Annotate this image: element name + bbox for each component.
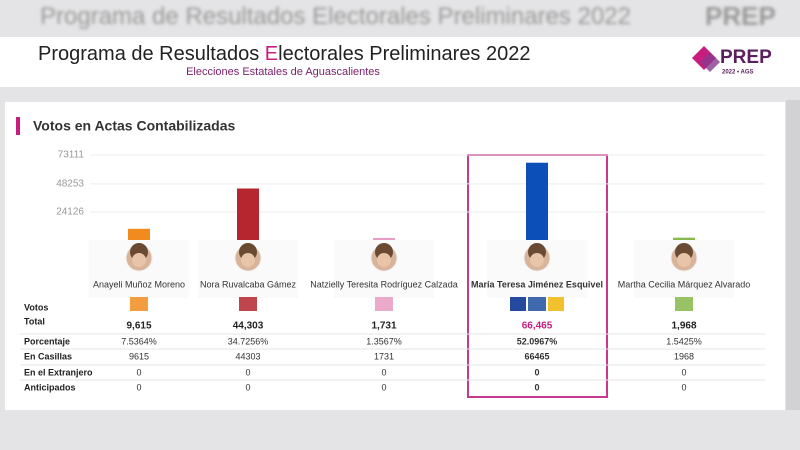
cell: 0 — [381, 367, 386, 377]
candidate-face — [377, 253, 391, 267]
vote-total: 1,968 — [671, 321, 696, 332]
bar — [237, 188, 259, 240]
cell: 66465 — [524, 351, 549, 361]
party-logo — [510, 297, 526, 311]
title-part: E — [265, 43, 278, 65]
cell: 44303 — [235, 351, 260, 361]
party-logo — [239, 297, 257, 311]
y-tick-label: 24126 — [56, 207, 84, 218]
t: Programa de Resultados — [40, 3, 312, 30]
cell: 52.0967% — [517, 336, 558, 346]
party-logo — [528, 297, 546, 311]
cell: 9615 — [129, 351, 149, 361]
candidate-face — [677, 253, 691, 267]
candidate-name: Natzielly Teresita Rodríguez Calzada — [310, 279, 457, 289]
y-tick-label: 48253 — [56, 179, 84, 190]
cell: 1.3567% — [366, 336, 402, 346]
party-logo — [548, 297, 564, 311]
t: lectorales Preliminares 2022 — [328, 3, 631, 30]
y-tick-label: 73111 — [58, 150, 85, 161]
cell: 34.7256% — [228, 336, 269, 346]
candidate-name: María Teresa Jiménez Esquivel — [471, 279, 603, 289]
scrollbar — [786, 100, 800, 410]
candidate-face — [530, 253, 544, 267]
cell: 7.5364% — [121, 336, 157, 346]
cell: 0 — [136, 382, 141, 392]
header-panel — [0, 37, 800, 87]
cell: 0 — [534, 382, 539, 392]
t: E — [312, 3, 328, 30]
logo-sub: 2022 • AGS — [722, 70, 754, 76]
cell: 1.5425% — [666, 336, 702, 346]
row-label: Votos — [24, 302, 48, 312]
section-title: Votos en Actas Contabilizadas — [33, 118, 235, 134]
blurred-header: Programa de Resultados Electorales Preli… — [40, 1, 776, 31]
cell: 0 — [681, 382, 686, 392]
title-part: Programa de Resultados — [38, 43, 265, 65]
party-logo — [375, 297, 393, 311]
title: Programa de Resultados Electorales Preli… — [38, 43, 530, 65]
row-label: Total — [24, 316, 45, 326]
row-label: Anticipados — [24, 382, 76, 392]
logo: PREP — [720, 47, 772, 68]
cell: 0 — [534, 367, 539, 377]
candidate-name: Anayeli Muñoz Moreno — [93, 279, 185, 289]
candidate-name: Martha Cecilia Márquez Alvarado — [618, 279, 751, 289]
cell: 1968 — [674, 351, 694, 361]
row-label: En el Extranjero — [24, 367, 93, 377]
bar — [128, 228, 150, 240]
blurred-title: Programa de Resultados Electorales Preli… — [40, 3, 631, 30]
vote-total: 9,615 — [126, 321, 151, 332]
subtitle: Elecciones Estatales de Aguascalientes — [186, 66, 380, 78]
cell: 0 — [245, 382, 250, 392]
row-label: En Casillas — [24, 351, 72, 361]
candidate-face — [241, 253, 255, 267]
vote-total: 44,303 — [233, 321, 264, 332]
section-marker — [16, 117, 20, 135]
cell: 0 — [136, 367, 141, 377]
title-part: lectorales Preliminares 2022 — [278, 43, 530, 65]
party-logo — [675, 297, 693, 311]
party-logo — [130, 297, 148, 311]
vote-total: 1,731 — [371, 321, 396, 332]
cell: 1731 — [374, 351, 394, 361]
bar — [526, 162, 548, 240]
logo-mark — [700, 52, 720, 72]
bar — [373, 237, 395, 240]
candidate-face — [132, 253, 146, 267]
candidate-name: Nora Ruvalcaba Gámez — [200, 279, 297, 289]
cell: 0 — [245, 367, 250, 377]
cell: 0 — [381, 382, 386, 392]
cell: 0 — [681, 367, 686, 377]
vote-total: 66,465 — [522, 321, 553, 332]
bar — [673, 237, 695, 240]
row-label: Porcentaje — [24, 336, 70, 346]
blurred-logo: PREP — [705, 1, 776, 31]
